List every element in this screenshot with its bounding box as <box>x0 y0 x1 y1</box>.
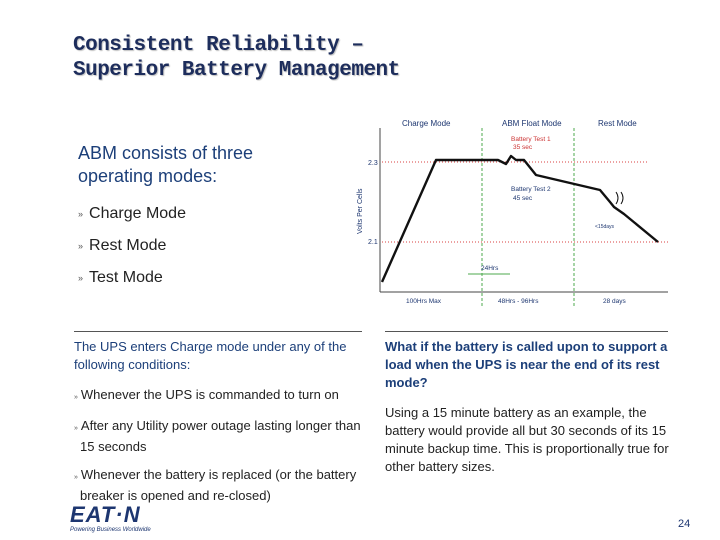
y-tick-low: 2.1 <box>368 239 378 246</box>
phase-label-charge: Charge Mode <box>402 119 451 128</box>
intro-text: ABM consists of three operating modes: <box>78 142 253 188</box>
divider-left <box>74 331 362 332</box>
rest-note: <15days <box>595 224 615 230</box>
break-mark <box>615 191 624 205</box>
phase-label-float: ABM Float Mode <box>502 119 562 128</box>
faq-question: What if the battery is called upon to su… <box>385 339 668 390</box>
mode-item: » Test Mode <box>78 262 186 294</box>
condition-text: Whenever the UPS is commanded to turn on <box>80 387 339 402</box>
rest-mode-faq-section: What if the battery is called upon to su… <box>385 338 685 476</box>
phase-label-rest: Rest Mode <box>598 119 637 128</box>
mode-label: Charge Mode <box>89 205 186 223</box>
mode-label: Test Mode <box>89 269 163 287</box>
slide-title-line1: Consistent Reliability – <box>73 34 364 57</box>
logo-tagline: Powering Business Worldwide <box>70 527 151 533</box>
intro-line2: operating modes: <box>78 166 218 186</box>
battery-test2-label: Battery Test 2 <box>511 186 551 193</box>
divider-right <box>385 331 668 332</box>
mode-item: » Charge Mode <box>78 198 186 230</box>
battery-test1-time: 35 sec <box>513 144 533 151</box>
slide-title-line2: Superior Battery Management <box>73 59 400 82</box>
bullet-icon: » <box>78 241 84 252</box>
charge-conditions-section: The UPS enters Charge mode under any of … <box>74 338 364 515</box>
bullet-icon: » <box>74 474 78 481</box>
condition-text: After any Utility power outage lasting l… <box>80 418 361 454</box>
condition-text: Whenever the battery is replaced (or the… <box>80 467 357 503</box>
time-span-label: 100Hrs Max <box>406 298 442 305</box>
mode-item: » Rest Mode <box>78 230 186 262</box>
duration-label: 24Hrs <box>481 265 499 272</box>
faq-answer: Using a 15 minute battery as an example,… <box>385 405 669 474</box>
conditions-heading: The UPS enters Charge mode under any of … <box>74 339 347 372</box>
eaton-logo: EAT·N Powering Business Worldwide <box>70 502 151 534</box>
mode-list: » Charge Mode » Rest Mode » Test Mode <box>78 198 186 295</box>
voltage-curve <box>380 154 659 283</box>
abm-mode-diagram: Charge Mode ABM Float Mode Rest Mode Vol… <box>357 119 668 308</box>
bullet-icon: » <box>74 394 78 401</box>
y-tick-high: 2.3 <box>368 160 378 167</box>
condition-item: » Whenever the battery is replaced (or th… <box>74 466 364 505</box>
logo-wordmark: EAT·N <box>70 502 141 527</box>
mode-label: Rest Mode <box>89 237 167 255</box>
y-axis-label: Volts Per Cells <box>357 188 364 234</box>
battery-test2-time: 45 sec <box>513 195 533 202</box>
condition-item: » After any Utility power outage lasting … <box>74 417 364 456</box>
condition-item: » Whenever the UPS is commanded to turn o… <box>74 386 364 407</box>
conditions-list: » Whenever the UPS is commanded to turn o… <box>74 386 364 505</box>
time-span-label: 48Hrs - 96Hrs <box>498 298 539 305</box>
slide-title: Consistent Reliability – Superior Batter… <box>73 33 400 83</box>
page-number: 24 <box>678 518 691 530</box>
bullet-icon: » <box>78 273 84 284</box>
time-span-label: 28 days <box>603 298 627 305</box>
intro-line1: ABM consists of three <box>78 143 254 163</box>
battery-test1-label: Battery Test 1 <box>511 136 551 143</box>
bullet-icon: » <box>74 425 78 432</box>
bullet-icon: » <box>78 209 84 219</box>
